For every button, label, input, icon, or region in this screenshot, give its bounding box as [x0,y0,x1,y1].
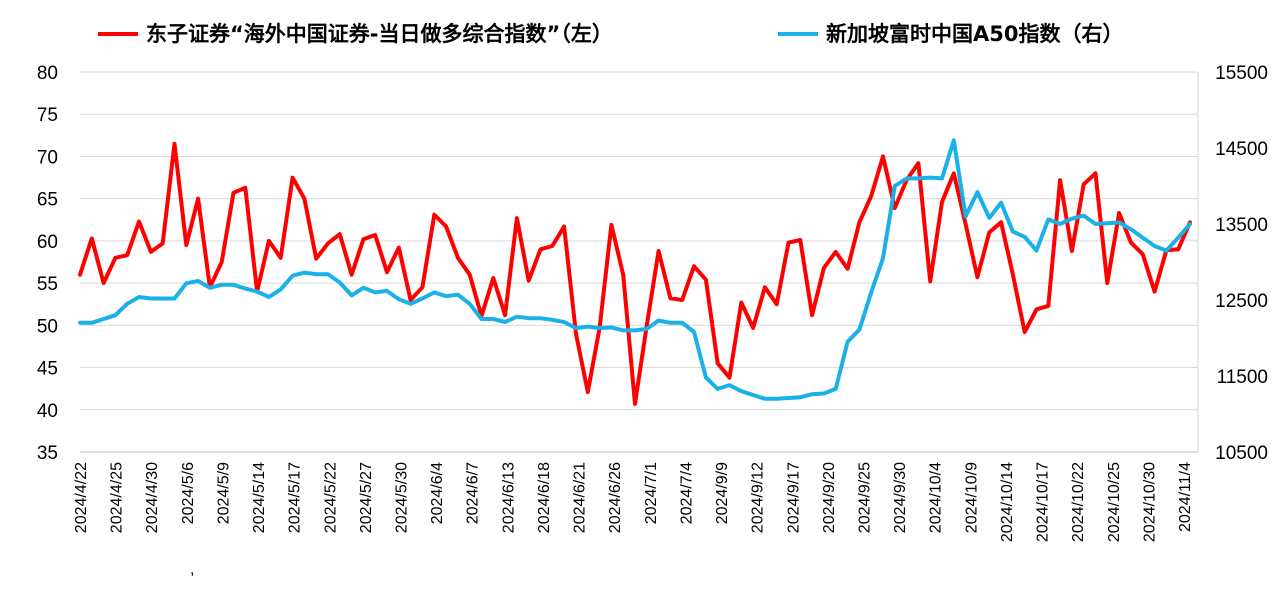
right-tick-label: 15500 [1215,63,1268,84]
series-line-left [78,141,1192,406]
legend: 东子证券“海外中国证券-当日做多综合指数”（左） 新加坡富时中国A50指数（右） [98,22,1123,46]
left-tick-label: 40 [37,401,58,422]
x-tick-label: 2024/5/22 [322,462,339,533]
x-tick-label: 2024/5/6 [180,462,197,524]
left-tick-label: 65 [37,190,58,211]
x-tick-label: 2024/5/9 [215,462,232,524]
legend-label-right-series: 新加坡富时中国A50指数（右） [826,22,1123,46]
right-tick-label: 11500 [1217,367,1268,388]
x-tick-label: 2024/4/30 [144,462,161,533]
x-tick-label: 2024/7/4 [678,462,695,524]
x-tick-label: 2024/9/17 [785,462,802,533]
x-tick-label: 2024/6/18 [536,462,553,533]
right-y-axis: 10500 11500 12500 13500 14500 15500 [1215,63,1268,464]
x-tick-label: 2024/9/20 [821,462,838,533]
right-tick-label: 13500 [1215,215,1268,236]
x-tick-label: 2024/10/9 [963,462,980,533]
left-tick-label: 80 [37,63,58,84]
x-tick-label: 2024/11/4 [1177,462,1194,532]
left-tick-label: 50 [37,316,58,337]
x-tick-label: 2024/10/22 [1070,462,1087,542]
x-tick-label: 2024/5/30 [394,462,411,533]
x-tick-label: 2024/6/21 [572,462,589,533]
left-tick-label: 45 [37,359,58,380]
x-tick-label: 2024/9/12 [750,462,767,533]
left-tick-label: 60 [37,232,58,253]
x-tick-label: 2024/6/4 [429,462,446,524]
left-tick-label: 55 [37,274,58,295]
series-lines [78,138,1192,406]
right-tick-label: 14500 [1215,139,1268,160]
x-tick-label: 2024/10/4 [928,462,945,533]
legend-label-left-series: 东子证券“海外中国证券-当日做多综合指数”（左） [146,22,613,46]
x-axis: 2024/4/22 2024/4/25 2024/4/30 2024/5/6 2024/… [73,462,1194,542]
left-y-axis: 35 40 45 50 55 60 65 70 75 80 [37,63,58,464]
x-tick-label: 2024/9/9 [714,462,731,524]
left-tick-label: 75 [37,105,58,126]
x-tick-label: 2024/10/30 [1141,462,1158,542]
x-tick-label: 2024/10/17 [1035,462,1052,542]
x-tick-label: 2024/6/26 [607,462,624,533]
x-tick-label: 2024/7/1 [643,462,660,524]
x-tick-label: 2024/5/14 [251,462,268,533]
series-line-right [78,138,1192,401]
stray-comma-mark: , [190,561,194,578]
left-tick-label: 70 [37,147,58,168]
x-tick-label: 2024/5/27 [358,462,375,533]
x-tick-label: 2024/9/30 [892,462,909,533]
right-tick-label: 12500 [1215,291,1268,312]
x-tick-label: 2024/4/22 [73,462,90,533]
x-tick-label: 2024/10/25 [1106,462,1123,542]
gridlines [80,71,1199,453]
x-tick-label: 2024/5/17 [287,462,304,533]
x-tick-label: 2024/10/14 [999,462,1016,542]
x-tick-label: 2024/6/7 [465,462,482,524]
right-tick-label: 10500 [1215,443,1268,464]
left-tick-label: 35 [37,443,58,464]
x-tick-label: 2024/4/25 [109,462,126,533]
x-tick-label: 2024/6/13 [500,462,517,533]
x-tick-label: 2024/9/25 [856,462,873,533]
